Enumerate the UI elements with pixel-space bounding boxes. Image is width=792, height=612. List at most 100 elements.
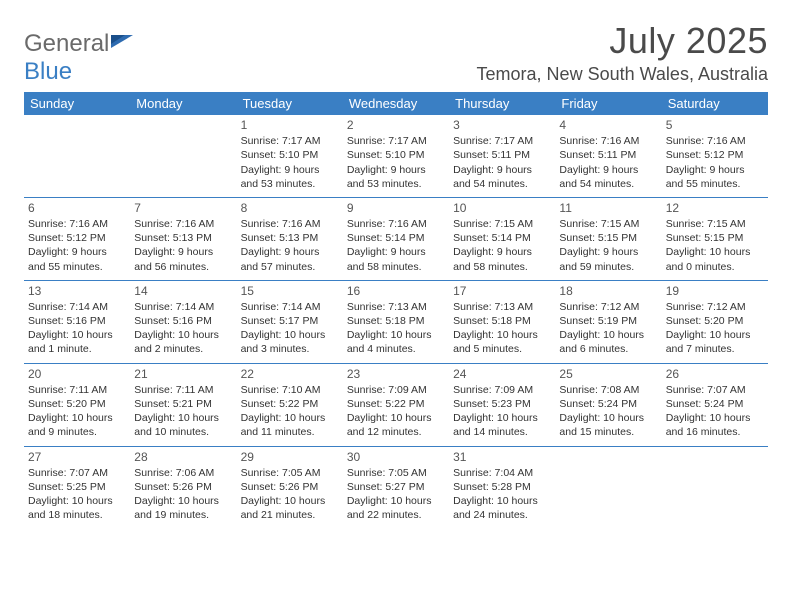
calendar-cell: 19Sunrise: 7:12 AMSunset: 5:20 PMDayligh…	[662, 281, 768, 363]
calendar-cell: 29Sunrise: 7:05 AMSunset: 5:26 PMDayligh…	[237, 447, 343, 529]
calendar-cell: 25Sunrise: 7:08 AMSunset: 5:24 PMDayligh…	[555, 364, 661, 446]
detail-line: and 54 minutes.	[559, 177, 657, 191]
detail-line: Sunrise: 7:06 AM	[134, 466, 232, 480]
calendar-cell: 26Sunrise: 7:07 AMSunset: 5:24 PMDayligh…	[662, 364, 768, 446]
detail-line: Sunset: 5:23 PM	[453, 397, 551, 411]
calendar-cell: 15Sunrise: 7:14 AMSunset: 5:17 PMDayligh…	[237, 281, 343, 363]
detail-line: Sunset: 5:10 PM	[241, 148, 339, 162]
calendar-cell: 10Sunrise: 7:15 AMSunset: 5:14 PMDayligh…	[449, 198, 555, 280]
calendar-cell: 16Sunrise: 7:13 AMSunset: 5:18 PMDayligh…	[343, 281, 449, 363]
calendar-cell: 3Sunrise: 7:17 AMSunset: 5:11 PMDaylight…	[449, 115, 555, 197]
detail-line: and 22 minutes.	[347, 508, 445, 522]
detail-line: Daylight: 9 hours	[347, 245, 445, 259]
day-number: 12	[666, 200, 764, 216]
calendar-cell: 4Sunrise: 7:16 AMSunset: 5:11 PMDaylight…	[555, 115, 661, 197]
detail-line: and 14 minutes.	[453, 425, 551, 439]
detail-line: Sunrise: 7:13 AM	[347, 300, 445, 314]
detail-line: Daylight: 9 hours	[559, 245, 657, 259]
detail-line: Sunrise: 7:07 AM	[28, 466, 126, 480]
calendar-cell: 7Sunrise: 7:16 AMSunset: 5:13 PMDaylight…	[130, 198, 236, 280]
day-details: Sunrise: 7:11 AMSunset: 5:20 PMDaylight:…	[28, 383, 126, 440]
calendar-header-row: Sunday Monday Tuesday Wednesday Thursday…	[24, 92, 768, 115]
detail-line: Sunset: 5:20 PM	[28, 397, 126, 411]
day-details: Sunrise: 7:14 AMSunset: 5:16 PMDaylight:…	[134, 300, 232, 357]
detail-line: Daylight: 10 hours	[134, 494, 232, 508]
day-details: Sunrise: 7:15 AMSunset: 5:15 PMDaylight:…	[559, 217, 657, 274]
detail-line: Daylight: 9 hours	[666, 163, 764, 177]
detail-line: Daylight: 10 hours	[666, 411, 764, 425]
detail-line: Daylight: 10 hours	[347, 494, 445, 508]
detail-line: and 10 minutes.	[134, 425, 232, 439]
detail-line: Sunset: 5:22 PM	[241, 397, 339, 411]
calendar-cell: 17Sunrise: 7:13 AMSunset: 5:18 PMDayligh…	[449, 281, 555, 363]
calendar-cell: 21Sunrise: 7:11 AMSunset: 5:21 PMDayligh…	[130, 364, 236, 446]
detail-line: Sunset: 5:18 PM	[347, 314, 445, 328]
detail-line: Sunrise: 7:15 AM	[559, 217, 657, 231]
detail-line: Sunrise: 7:14 AM	[28, 300, 126, 314]
detail-line: Sunset: 5:16 PM	[134, 314, 232, 328]
day-number: 8	[241, 200, 339, 216]
detail-line: and 5 minutes.	[453, 342, 551, 356]
calendar-week-row: 13Sunrise: 7:14 AMSunset: 5:16 PMDayligh…	[24, 281, 768, 363]
detail-line: Sunrise: 7:17 AM	[347, 134, 445, 148]
day-number: 15	[241, 283, 339, 299]
detail-line: Daylight: 10 hours	[453, 411, 551, 425]
detail-line: Daylight: 10 hours	[666, 245, 764, 259]
detail-line: and 58 minutes.	[453, 260, 551, 274]
detail-line: Daylight: 10 hours	[28, 494, 126, 508]
day-details: Sunrise: 7:16 AMSunset: 5:11 PMDaylight:…	[559, 134, 657, 191]
detail-line: Sunrise: 7:16 AM	[347, 217, 445, 231]
detail-line: and 11 minutes.	[241, 425, 339, 439]
calendar-week-row: 6Sunrise: 7:16 AMSunset: 5:12 PMDaylight…	[24, 198, 768, 280]
col-saturday: Saturday	[662, 92, 768, 115]
detail-line: and 56 minutes.	[134, 260, 232, 274]
detail-line: Daylight: 10 hours	[347, 411, 445, 425]
calendar-week-row: 27Sunrise: 7:07 AMSunset: 5:25 PMDayligh…	[24, 447, 768, 529]
calendar-cell	[662, 447, 768, 529]
detail-line: Sunrise: 7:09 AM	[347, 383, 445, 397]
detail-line: and 3 minutes.	[241, 342, 339, 356]
detail-line: and 53 minutes.	[347, 177, 445, 191]
calendar-cell	[24, 115, 130, 197]
detail-line: Daylight: 10 hours	[666, 328, 764, 342]
calendar-cell: 27Sunrise: 7:07 AMSunset: 5:25 PMDayligh…	[24, 447, 130, 529]
detail-line: Daylight: 9 hours	[453, 245, 551, 259]
day-details: Sunrise: 7:17 AMSunset: 5:10 PMDaylight:…	[347, 134, 445, 191]
col-sunday: Sunday	[24, 92, 130, 115]
calendar-cell	[555, 447, 661, 529]
day-details: Sunrise: 7:12 AMSunset: 5:20 PMDaylight:…	[666, 300, 764, 357]
day-details: Sunrise: 7:07 AMSunset: 5:25 PMDaylight:…	[28, 466, 126, 523]
day-number: 6	[28, 200, 126, 216]
month-title: July 2025	[477, 20, 768, 62]
detail-line: Sunset: 5:11 PM	[453, 148, 551, 162]
calendar-cell	[130, 115, 236, 197]
detail-line: and 24 minutes.	[453, 508, 551, 522]
day-number: 13	[28, 283, 126, 299]
col-friday: Friday	[555, 92, 661, 115]
calendar-cell: 31Sunrise: 7:04 AMSunset: 5:28 PMDayligh…	[449, 447, 555, 529]
detail-line: Daylight: 9 hours	[241, 245, 339, 259]
detail-line: Sunrise: 7:17 AM	[241, 134, 339, 148]
day-details: Sunrise: 7:16 AMSunset: 5:12 PMDaylight:…	[28, 217, 126, 274]
day-number: 17	[453, 283, 551, 299]
detail-line: Sunset: 5:13 PM	[241, 231, 339, 245]
detail-line: Sunrise: 7:05 AM	[241, 466, 339, 480]
title-block: July 2025 Temora, New South Wales, Austr…	[477, 20, 768, 85]
detail-line: Sunset: 5:24 PM	[666, 397, 764, 411]
calendar-cell: 9Sunrise: 7:16 AMSunset: 5:14 PMDaylight…	[343, 198, 449, 280]
header-region: General Blue July 2025 Temora, New South…	[24, 20, 768, 86]
day-number: 11	[559, 200, 657, 216]
calendar-cell: 23Sunrise: 7:09 AMSunset: 5:22 PMDayligh…	[343, 364, 449, 446]
day-number: 20	[28, 366, 126, 382]
day-number: 26	[666, 366, 764, 382]
day-details: Sunrise: 7:13 AMSunset: 5:18 PMDaylight:…	[347, 300, 445, 357]
detail-line: and 15 minutes.	[559, 425, 657, 439]
calendar-cell: 1Sunrise: 7:17 AMSunset: 5:10 PMDaylight…	[237, 115, 343, 197]
detail-line: Sunset: 5:20 PM	[666, 314, 764, 328]
logo-text: General Blue	[24, 30, 133, 86]
detail-line: Sunrise: 7:16 AM	[559, 134, 657, 148]
day-details: Sunrise: 7:15 AMSunset: 5:14 PMDaylight:…	[453, 217, 551, 274]
day-number: 3	[453, 117, 551, 133]
day-number: 28	[134, 449, 232, 465]
day-number: 21	[134, 366, 232, 382]
